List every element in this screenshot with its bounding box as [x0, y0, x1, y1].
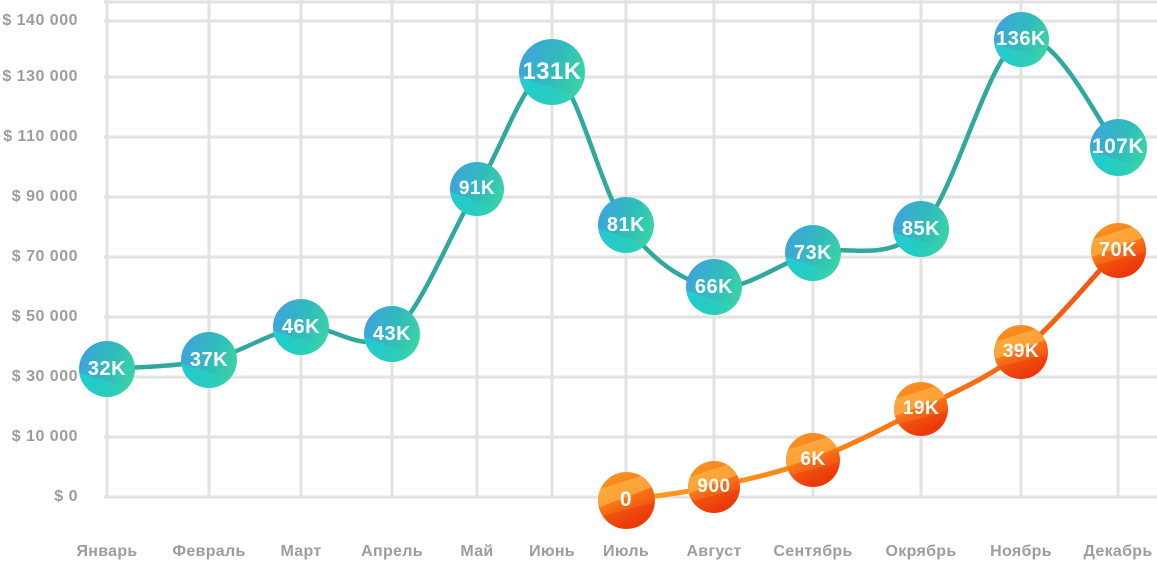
data-point-bubble-secondary-orange: 19K [894, 382, 948, 436]
y-axis-tick-label: $ 70 000 [11, 248, 78, 265]
data-point-bubble-primary-teal: 91K [450, 162, 504, 216]
x-axis-label-month: Окрябрь [885, 543, 957, 560]
data-point-value-label: 81K [606, 213, 646, 236]
data-point-bubble-primary-teal: 32K [79, 341, 135, 397]
x-axis-label-month: Август [686, 543, 742, 560]
y-axis-tick-label: $ 140 000 [2, 12, 78, 29]
x-axis-label-month: Январь [76, 543, 138, 560]
data-point-value-label: 39K [1002, 341, 1040, 362]
x-axis-label-month: Сентябрь [773, 543, 853, 560]
data-point-bubble-primary-teal: 85K [893, 201, 949, 257]
data-point-bubble-primary-teal: 46K [273, 299, 329, 355]
y-axis-tick-label: $ 90 000 [11, 188, 78, 205]
data-point-value-label: 6K [800, 449, 826, 470]
data-point-bubble-secondary-orange: 39K [994, 325, 1048, 379]
data-point-bubble-secondary-orange: 0 [597, 471, 655, 529]
data-point-value-label: 66K [694, 275, 734, 298]
y-axis-tick-label: $ 130 000 [2, 68, 78, 85]
data-point-value-label: 107K [1091, 135, 1145, 158]
data-point-bubble-primary-teal: 107K [1089, 118, 1147, 176]
x-axis-label-month: Февраль [172, 543, 246, 560]
y-axis-tick-label: $ 110 000 [3, 128, 78, 145]
data-point-bubble-primary-teal: 131K [519, 39, 585, 106]
data-point-value-label: 900 [697, 475, 731, 497]
data-point-bubble-secondary-orange: 900 [688, 460, 740, 513]
data-point-bubble-primary-teal: 43K [364, 306, 420, 362]
data-point-value-label: 136K [996, 27, 1046, 50]
data-point-bubble-secondary-orange: 70K [1090, 222, 1146, 278]
x-axis-label-month: Май [460, 543, 494, 560]
data-point-value-label: 43K [372, 322, 412, 345]
data-point-bubble-primary-teal: 37K [181, 332, 237, 388]
data-point-value-label: 91K [458, 178, 496, 199]
x-axis-label-month: Декабрь [1083, 543, 1153, 560]
data-point-bubble-primary-teal: 66K [686, 259, 742, 315]
x-axis-label-month: Июль [603, 543, 649, 560]
data-point-value-label: 32K [87, 357, 127, 380]
data-point-bubble-primary-teal: 81K [598, 197, 654, 253]
y-axis-tick-label: $ 0 [54, 488, 78, 505]
data-point-value-label: 0 [619, 488, 633, 511]
data-point-value-label: 73K [793, 241, 833, 264]
data-point-value-label: 70K [1098, 238, 1138, 261]
data-point-value-label: 46K [281, 315, 321, 338]
y-axis-tick-label: $ 30 000 [11, 368, 78, 385]
y-axis-tick-label: $ 50 000 [11, 308, 78, 325]
x-axis-label-month: Апрель [361, 543, 423, 560]
data-point-value-label: 131K [522, 58, 582, 86]
x-axis-label-month: Март [280, 543, 322, 560]
data-point-bubble-primary-teal: 136K [993, 11, 1049, 67]
data-point-value-label: 85K [901, 217, 941, 240]
x-axis-label-month: Ноябрь [990, 543, 1052, 560]
data-point-value-label: 37K [189, 348, 229, 371]
x-axis-label-month: Июнь [529, 543, 575, 560]
data-point-bubble-secondary-orange: 6K [786, 433, 840, 487]
y-axis-tick-label: $ 10 000 [11, 428, 78, 445]
gridlines [104, 0, 1157, 499]
data-point-bubble-primary-teal: 73K [785, 225, 841, 281]
data-point-value-label: 19K [902, 398, 940, 419]
series-lines [104, 35, 1121, 503]
